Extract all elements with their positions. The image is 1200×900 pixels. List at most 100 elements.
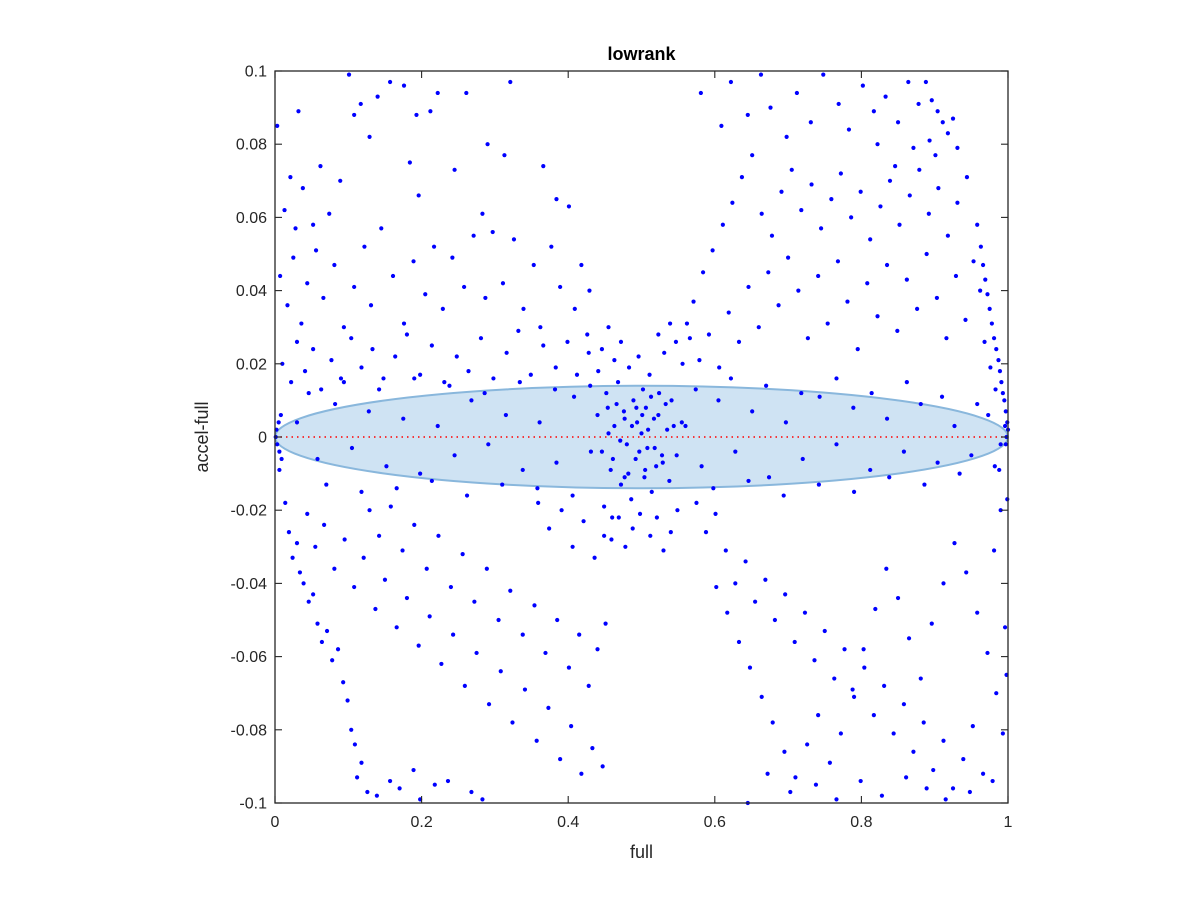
data-point	[435, 423, 440, 429]
data-point	[439, 661, 444, 667]
data-point	[536, 500, 541, 505]
data-point	[462, 284, 467, 290]
data-point	[971, 259, 976, 264]
data-point	[906, 636, 912, 641]
data-point	[783, 592, 788, 597]
data-point	[416, 193, 421, 198]
data-point	[941, 738, 946, 743]
data-point	[700, 270, 706, 275]
data-point	[486, 702, 492, 707]
data-point	[805, 742, 810, 747]
data-point	[341, 325, 346, 330]
data-point	[871, 109, 876, 114]
data-point	[858, 778, 863, 784]
data-point	[997, 369, 1003, 374]
data-point	[311, 222, 316, 227]
data-point	[698, 90, 703, 96]
data-point	[648, 533, 653, 538]
data-point	[668, 530, 673, 535]
data-point	[922, 482, 927, 487]
data-point	[1003, 409, 1008, 414]
data-point	[454, 354, 459, 359]
data-point	[990, 778, 995, 784]
data-point	[504, 350, 509, 355]
y-axis-label: accel-full	[192, 401, 212, 472]
data-point	[836, 101, 841, 107]
data-point	[955, 200, 960, 205]
y-tick-label: 0.06	[236, 210, 267, 227]
data-point	[315, 621, 320, 626]
data-point	[624, 442, 629, 447]
data-point	[781, 493, 786, 498]
data-point	[412, 376, 417, 381]
data-point	[838, 731, 843, 736]
data-point	[482, 390, 487, 396]
data-point	[603, 621, 608, 626]
data-point	[822, 628, 827, 634]
data-point	[614, 401, 619, 407]
data-point	[275, 123, 280, 128]
data-point	[796, 288, 801, 293]
data-point	[792, 639, 797, 645]
data-point	[586, 683, 591, 688]
data-point	[335, 647, 341, 652]
data-point	[725, 610, 730, 615]
data-point	[779, 189, 784, 194]
data-point	[635, 420, 640, 425]
data-point	[911, 145, 916, 150]
data-point	[352, 112, 357, 118]
data-point	[440, 306, 445, 311]
data-point	[341, 380, 346, 385]
data-point	[993, 387, 998, 392]
data-point	[651, 416, 657, 421]
data-point	[411, 259, 416, 264]
data-point	[691, 299, 696, 304]
data-point	[940, 120, 945, 125]
data-point	[809, 182, 814, 187]
data-point	[469, 398, 474, 403]
data-point	[943, 797, 948, 802]
data-point	[975, 401, 980, 407]
data-point	[758, 72, 764, 77]
data-point	[606, 325, 611, 330]
data-point	[275, 442, 280, 447]
data-point	[462, 683, 467, 688]
data-point	[726, 310, 731, 315]
data-point	[904, 380, 909, 385]
data-point	[893, 164, 898, 169]
data-point	[283, 500, 288, 505]
data-point	[572, 306, 577, 311]
data-point	[349, 727, 354, 732]
data-point	[484, 566, 489, 571]
data-point	[832, 676, 837, 681]
data-point	[789, 167, 794, 172]
data-point	[466, 369, 471, 374]
data-point	[397, 786, 402, 791]
data-point	[503, 412, 508, 418]
data-point	[429, 478, 434, 484]
data-point	[665, 427, 670, 432]
data-point	[649, 489, 654, 494]
data-point	[324, 482, 329, 487]
data-point	[871, 713, 876, 718]
data-point	[299, 321, 304, 326]
data-point	[585, 332, 590, 337]
data-point	[569, 724, 574, 729]
data-point	[496, 617, 501, 623]
data-point	[933, 153, 938, 158]
data-point	[604, 390, 609, 396]
data-point	[319, 639, 325, 645]
x-tick-label: 1	[1004, 814, 1013, 831]
data-point	[842, 647, 847, 652]
x-axis: 0 0.2 0.4 0.6 0.8 1	[271, 71, 1013, 831]
data-point	[333, 401, 338, 407]
data-point	[680, 361, 685, 366]
data-point	[345, 698, 350, 703]
data-point	[827, 760, 832, 765]
data-point	[855, 347, 860, 352]
data-point	[599, 449, 605, 454]
data-point	[769, 233, 775, 238]
data-point	[376, 533, 382, 538]
data-point	[352, 284, 357, 290]
data-point	[432, 782, 437, 787]
